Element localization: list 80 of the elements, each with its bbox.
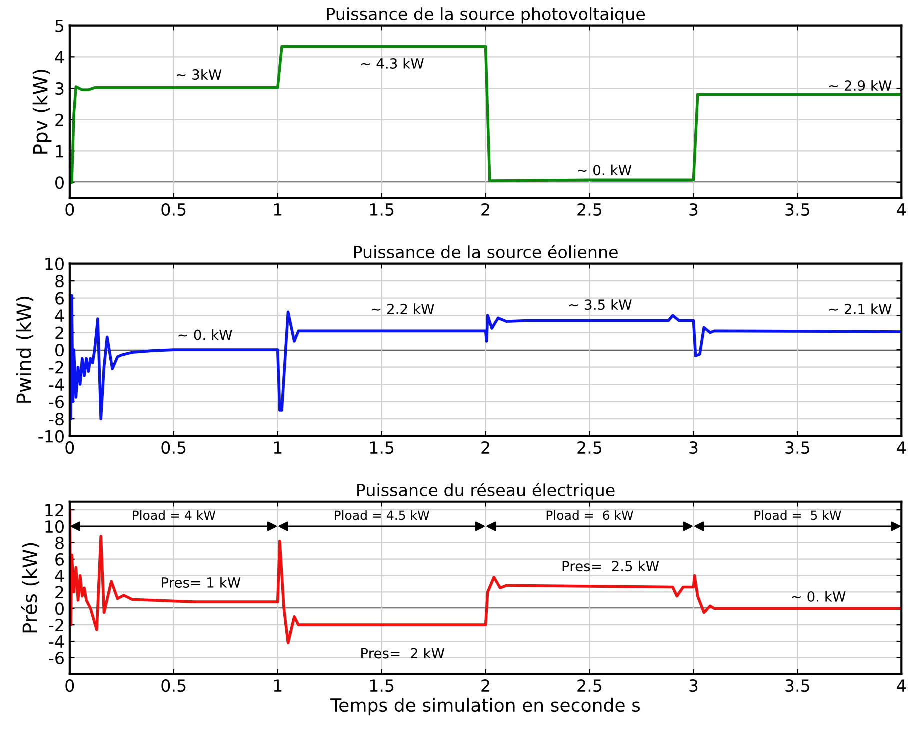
y-tick-label: -4 [49, 378, 64, 391]
x-tick-label: 0.5 [162, 680, 186, 692]
chart-title: Puissance de la source photovoltaique [327, 8, 646, 24]
y-tick-label: -4 [49, 636, 64, 648]
y-tick-label: 4 [55, 310, 64, 322]
x-tick-label: 0.5 [162, 441, 186, 454]
y-tick-label: 0 [56, 602, 64, 616]
annotation: Pload = 4 kW [133, 510, 216, 520]
y-tick-label: 0 [56, 176, 64, 190]
y-tick-label: -8 [49, 413, 64, 426]
annotation: Pload = 6 kW [546, 510, 634, 520]
annotation: ~ 0. kW [178, 330, 232, 340]
x-tick-label: 0.5 [162, 203, 186, 216]
x-tick-label: 2 [482, 441, 490, 454]
annotation: ~ 0. kW [792, 591, 846, 602]
y-tick-label: 8 [56, 536, 64, 550]
x-tick-label: 1 [274, 204, 282, 216]
x-tick-label: 0 [66, 680, 74, 692]
y-tick-label: 10 [46, 258, 64, 270]
annotation: ~ 3kW [176, 69, 222, 80]
x-tick-label: 3 [690, 203, 698, 216]
x-tick-label: 1.5 [370, 204, 394, 216]
annotation: Pload = 4.5 kW [334, 510, 430, 520]
x-tick-label: 4 [897, 204, 906, 216]
y-tick-label: 2 [56, 114, 64, 126]
x-tick-label: 1.5 [370, 442, 394, 454]
annotation: ~ 2.1 kW [829, 304, 892, 314]
x-tick-label: 4 [897, 680, 906, 692]
y-tick-label: -2 [49, 361, 64, 374]
line-series [70, 508, 902, 645]
y-tick-label: 5 [56, 20, 64, 32]
x-tick-label: 0 [66, 203, 74, 216]
y-tick-label: 1 [56, 145, 64, 158]
x-tick-label: 2 [482, 680, 490, 692]
y-tick-label: -6 [49, 396, 64, 408]
line-series [70, 294, 902, 420]
x-tick-label: 4 [897, 442, 906, 454]
y-tick-label: 4 [55, 570, 64, 582]
y-tick-label: 6 [56, 292, 64, 305]
x-axis-title: Temps de simulation en seconde s [330, 698, 640, 716]
y-tick-label: 2 [56, 326, 64, 340]
y-tick-label: 6 [56, 553, 64, 566]
x-tick-label: 2.5 [578, 680, 602, 692]
y-axis-title: Pwind (kW) [16, 296, 34, 403]
y-axis-title: Prés (kW) [21, 543, 40, 633]
y-tick-label: -2 [49, 619, 64, 632]
annotation: Pres= 2.5 kW [562, 560, 660, 572]
y-tick-label: 0 [56, 344, 64, 357]
y-tick-label: 2 [56, 586, 64, 599]
y-tick-label: 10 [46, 520, 64, 534]
x-tick-label: 3.5 [786, 441, 810, 454]
x-tick-label: 1 [274, 442, 282, 454]
chart-title: Puissance du réseau électrique [358, 482, 615, 500]
chart-title: Puissance de la source éolienne [354, 244, 618, 259]
x-tick-label: 0 [66, 441, 74, 454]
line-series [70, 45, 902, 184]
x-tick-label: 3 [690, 441, 698, 454]
x-tick-label: 3.5 [786, 203, 810, 216]
annotation: ~ 4.3 kW [362, 58, 424, 69]
y-axis-title: Ppv (kW) [32, 70, 52, 154]
x-tick-label: 2 [482, 203, 490, 216]
x-tick-label: 2.5 [578, 203, 602, 216]
y-tick-label: 8 [56, 275, 64, 288]
x-tick-label: 1 [274, 680, 282, 692]
annotation: ~ 2.2 kW [372, 304, 434, 314]
y-tick-label: -10 [38, 430, 64, 443]
x-tick-label: 2.5 [578, 441, 602, 454]
y-tick-label: -6 [49, 652, 64, 664]
annotation: Pload = 5 kW [754, 510, 842, 520]
x-tick-label: 3.5 [786, 680, 810, 692]
x-tick-label: 3 [690, 680, 698, 692]
y-tick-label: 4 [55, 51, 64, 64]
annotation: Pres= 1 kW [162, 577, 241, 588]
annotation: ~ 3.5 kW [569, 299, 632, 310]
y-tick-label: 3 [56, 82, 64, 96]
annotation: Pres= 2 kW [362, 648, 445, 659]
annotation: ~ 0. kW [578, 164, 632, 176]
y-tick-label: 12 [46, 504, 64, 516]
x-tick-label: 1.5 [370, 680, 394, 692]
annotation: ~ 2.9 kW [829, 80, 892, 92]
